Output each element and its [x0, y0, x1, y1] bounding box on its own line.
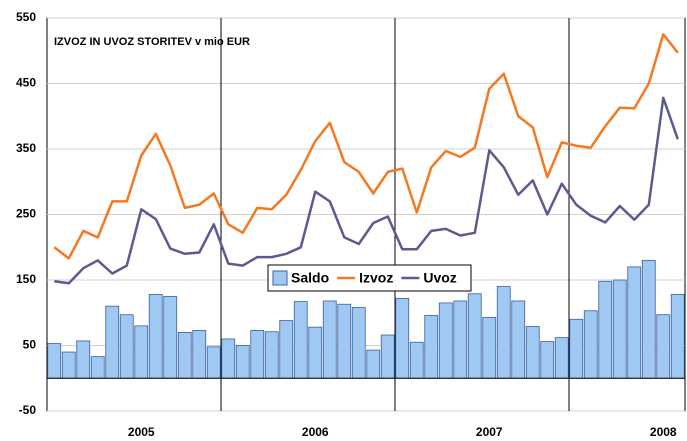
y-tick-label: 150	[16, 272, 36, 286]
y-tick-label: 350	[16, 141, 36, 155]
bar	[453, 300, 468, 379]
y-tick-label: 50	[23, 338, 37, 352]
bar	[511, 300, 526, 379]
bar	[424, 314, 439, 379]
bar	[221, 338, 236, 379]
bar	[90, 356, 105, 379]
chart-title: IZVOZ IN UVOZ STORITEV v mio EUR	[54, 36, 250, 48]
bar	[482, 316, 497, 379]
bar	[670, 294, 685, 379]
bar	[250, 330, 265, 379]
y-tick-label: 250	[16, 207, 36, 221]
bar	[540, 341, 555, 379]
bar	[293, 301, 308, 379]
bar	[337, 303, 352, 379]
bar	[177, 331, 192, 379]
bar	[525, 326, 540, 379]
legend-box	[267, 264, 472, 292]
bar	[76, 340, 91, 379]
bar	[264, 331, 279, 379]
x-tick-label: 2005	[128, 425, 155, 439]
legend-label: Uvoz	[423, 270, 456, 286]
bar	[192, 330, 207, 379]
legend-swatch	[272, 270, 288, 286]
legend: Saldo Izvoz Uvoz	[267, 264, 472, 292]
bar	[279, 320, 294, 379]
legend-label: Saldo	[291, 270, 329, 286]
x-tick-label: 2006	[302, 425, 329, 439]
bar	[206, 346, 221, 379]
y-tick-label: 550	[16, 10, 36, 24]
x-tick-label: 2008	[650, 425, 677, 439]
y-tick-label: -50	[19, 403, 37, 417]
line	[53, 33, 679, 260]
bar	[438, 302, 453, 379]
bar	[119, 314, 134, 379]
y-tick-label: 450	[16, 76, 36, 90]
bar	[366, 349, 381, 379]
bar	[656, 314, 671, 379]
bar	[163, 295, 178, 379]
bar	[351, 307, 366, 379]
bar	[496, 286, 511, 379]
bar	[641, 259, 656, 379]
legend-label: Izvoz	[359, 270, 393, 286]
bar	[134, 325, 149, 379]
bar	[569, 318, 584, 379]
bar	[409, 341, 424, 379]
bar	[380, 334, 395, 379]
bar	[322, 300, 337, 379]
bar	[47, 343, 62, 379]
bar	[612, 279, 627, 379]
bar	[308, 326, 323, 379]
bar	[395, 297, 410, 379]
bar	[235, 345, 250, 379]
line	[54, 96, 679, 285]
bar	[61, 351, 76, 379]
bar	[627, 266, 642, 379]
bar	[598, 280, 613, 379]
bar	[583, 310, 598, 379]
bar	[148, 294, 163, 379]
bar	[554, 337, 569, 379]
bar	[105, 305, 120, 379]
x-tick-label: 2007	[476, 425, 503, 439]
bar	[467, 293, 482, 379]
